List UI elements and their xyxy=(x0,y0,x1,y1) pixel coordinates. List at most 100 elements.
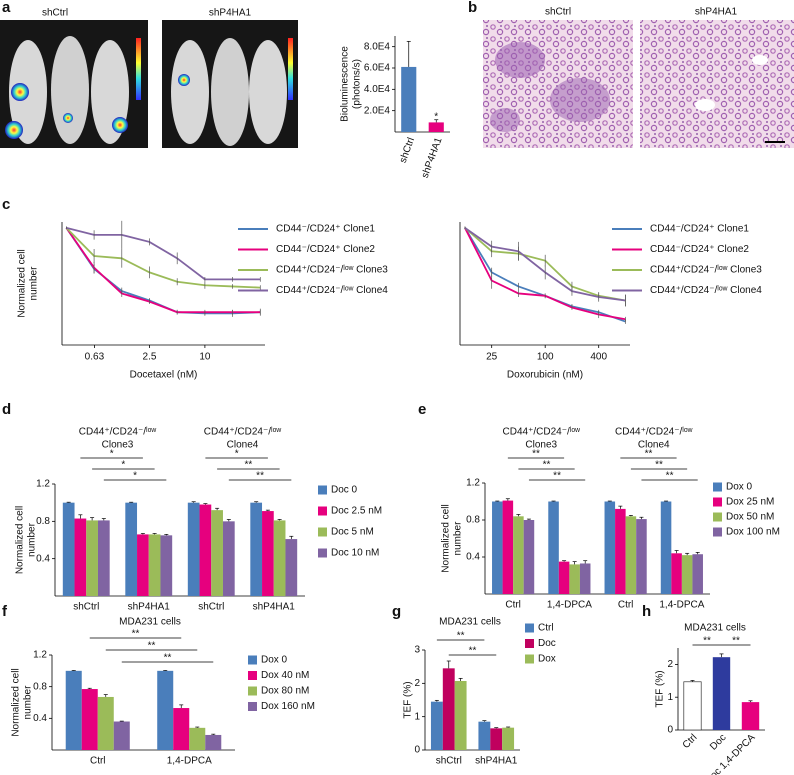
y-axis-label: Normalized cell xyxy=(441,504,452,572)
tumor-nodule xyxy=(495,42,545,78)
bar xyxy=(625,516,637,594)
bar xyxy=(454,681,467,750)
bar xyxy=(273,520,286,596)
bar xyxy=(569,564,580,594)
bar xyxy=(712,657,731,730)
bar xyxy=(428,122,444,132)
bar xyxy=(189,727,206,750)
x-tick-label: Doc xyxy=(708,732,728,752)
bar xyxy=(741,702,760,730)
legend-swatch xyxy=(713,482,722,492)
legend-swatch xyxy=(318,548,327,558)
y-tick-label: 0 xyxy=(414,745,420,756)
x-tick-label: shP4HA1 xyxy=(253,602,296,613)
y-axis-label: TEF (%) xyxy=(655,670,666,707)
x-tick-label: Ctrl xyxy=(681,732,700,751)
bar xyxy=(660,501,672,594)
x-tick-label: shCtrl xyxy=(398,136,417,164)
y-tick-label: 0 xyxy=(667,725,673,736)
series-line xyxy=(66,226,261,281)
y-axis-label: Bioluminescence xyxy=(340,46,351,122)
bar xyxy=(692,554,703,594)
bar xyxy=(160,535,173,596)
panel-label: d xyxy=(2,401,11,418)
group-title: Clone4 xyxy=(638,440,670,451)
signal xyxy=(112,117,128,133)
x-tick-label: 25 xyxy=(486,352,498,363)
group-title: Clone3 xyxy=(102,440,134,451)
legend-label: CD44⁺/CD24⁻/ˡᵒʷ Clone3 xyxy=(650,265,762,276)
x-tick-label: Ctrl xyxy=(505,600,521,611)
legend-label: Doc 0 xyxy=(331,485,358,496)
bar xyxy=(199,504,212,596)
y-tick-label: 0.8 xyxy=(36,516,50,527)
significance: ** xyxy=(532,449,540,460)
legend-swatch xyxy=(713,527,722,537)
group-title: Clone3 xyxy=(525,440,557,451)
panel-label: e xyxy=(418,401,426,418)
bar xyxy=(250,502,263,596)
x-axis-label: Docetaxel (nM) xyxy=(130,370,198,381)
y-axis-label: number xyxy=(27,522,38,557)
y-axis-label: Normalized cell xyxy=(15,506,26,574)
legend-label: Dox 40 nM xyxy=(261,670,309,681)
bar xyxy=(205,734,222,750)
y-axis-label: number xyxy=(23,685,34,720)
group-title: CD44⁺/CD24⁻/ˡᵒʷ xyxy=(204,427,282,438)
legend-label: CD44⁻/CD24⁺ Clone1 xyxy=(650,224,749,235)
y-tick-label: 0.4 xyxy=(36,553,50,564)
legend-label: Dox 80 nM xyxy=(261,686,309,697)
x-tick-label: Doc 1,4-DPCA xyxy=(703,732,757,775)
legend-label: CD44⁻/CD24⁺ Clone2 xyxy=(276,244,375,255)
y-tick-label: 2 xyxy=(667,659,673,670)
x-tick-label: shCtrl xyxy=(198,602,224,613)
bar xyxy=(81,689,98,750)
mouse xyxy=(249,40,287,144)
legend-swatch xyxy=(318,485,327,495)
series-line xyxy=(65,227,261,314)
legend-label: Dox 100 nM xyxy=(726,527,780,538)
panel-label: g xyxy=(392,603,401,620)
histology-image xyxy=(640,20,794,148)
x-tick-label: 1,4-DPCA xyxy=(167,756,212,767)
significance: * xyxy=(121,460,125,471)
y-tick-label: 0.8 xyxy=(466,515,480,526)
image-label: shCtrl xyxy=(42,8,68,19)
significance: * xyxy=(434,112,438,123)
significance: * xyxy=(235,449,239,460)
signal xyxy=(5,121,23,139)
legend-label: Doc 2.5 nM xyxy=(331,506,382,517)
bar xyxy=(502,727,515,750)
bar xyxy=(187,502,200,596)
bar xyxy=(173,708,190,750)
image-label: shP4HA1 xyxy=(695,7,738,18)
airway xyxy=(752,55,768,65)
y-axis-label: Normalized cell xyxy=(11,668,22,736)
significance: ** xyxy=(666,471,674,482)
airway xyxy=(695,99,715,111)
significance: * xyxy=(110,449,114,460)
bar xyxy=(558,561,570,594)
bar xyxy=(401,66,417,132)
legend-label: Dox 0 xyxy=(261,655,288,666)
tumor-nodule xyxy=(490,108,520,132)
significance: ** xyxy=(543,460,551,471)
x-tick-label: 1,4-DPCA xyxy=(547,600,592,611)
y-tick-label: 1.2 xyxy=(36,479,50,490)
legend-swatch xyxy=(525,654,534,664)
bar xyxy=(604,501,616,594)
significance: ** xyxy=(457,631,465,642)
panel-label: a xyxy=(2,0,11,16)
x-tick-label: Ctrl xyxy=(618,600,634,611)
bar xyxy=(490,728,503,750)
mouse xyxy=(171,40,209,144)
bar xyxy=(579,563,591,594)
x-tick-label: Ctrl xyxy=(90,756,106,767)
legend-swatch xyxy=(248,655,257,665)
y-axis-label: (photons/s) xyxy=(352,59,363,109)
bar xyxy=(125,502,138,596)
bar xyxy=(430,701,443,750)
group-title: CD44⁺/CD24⁻/ˡᵒʷ xyxy=(503,427,581,438)
x-tick-label: 1,4-DPCA xyxy=(659,600,704,611)
legend-label: CD44⁻/CD24⁺ Clone2 xyxy=(650,244,749,255)
